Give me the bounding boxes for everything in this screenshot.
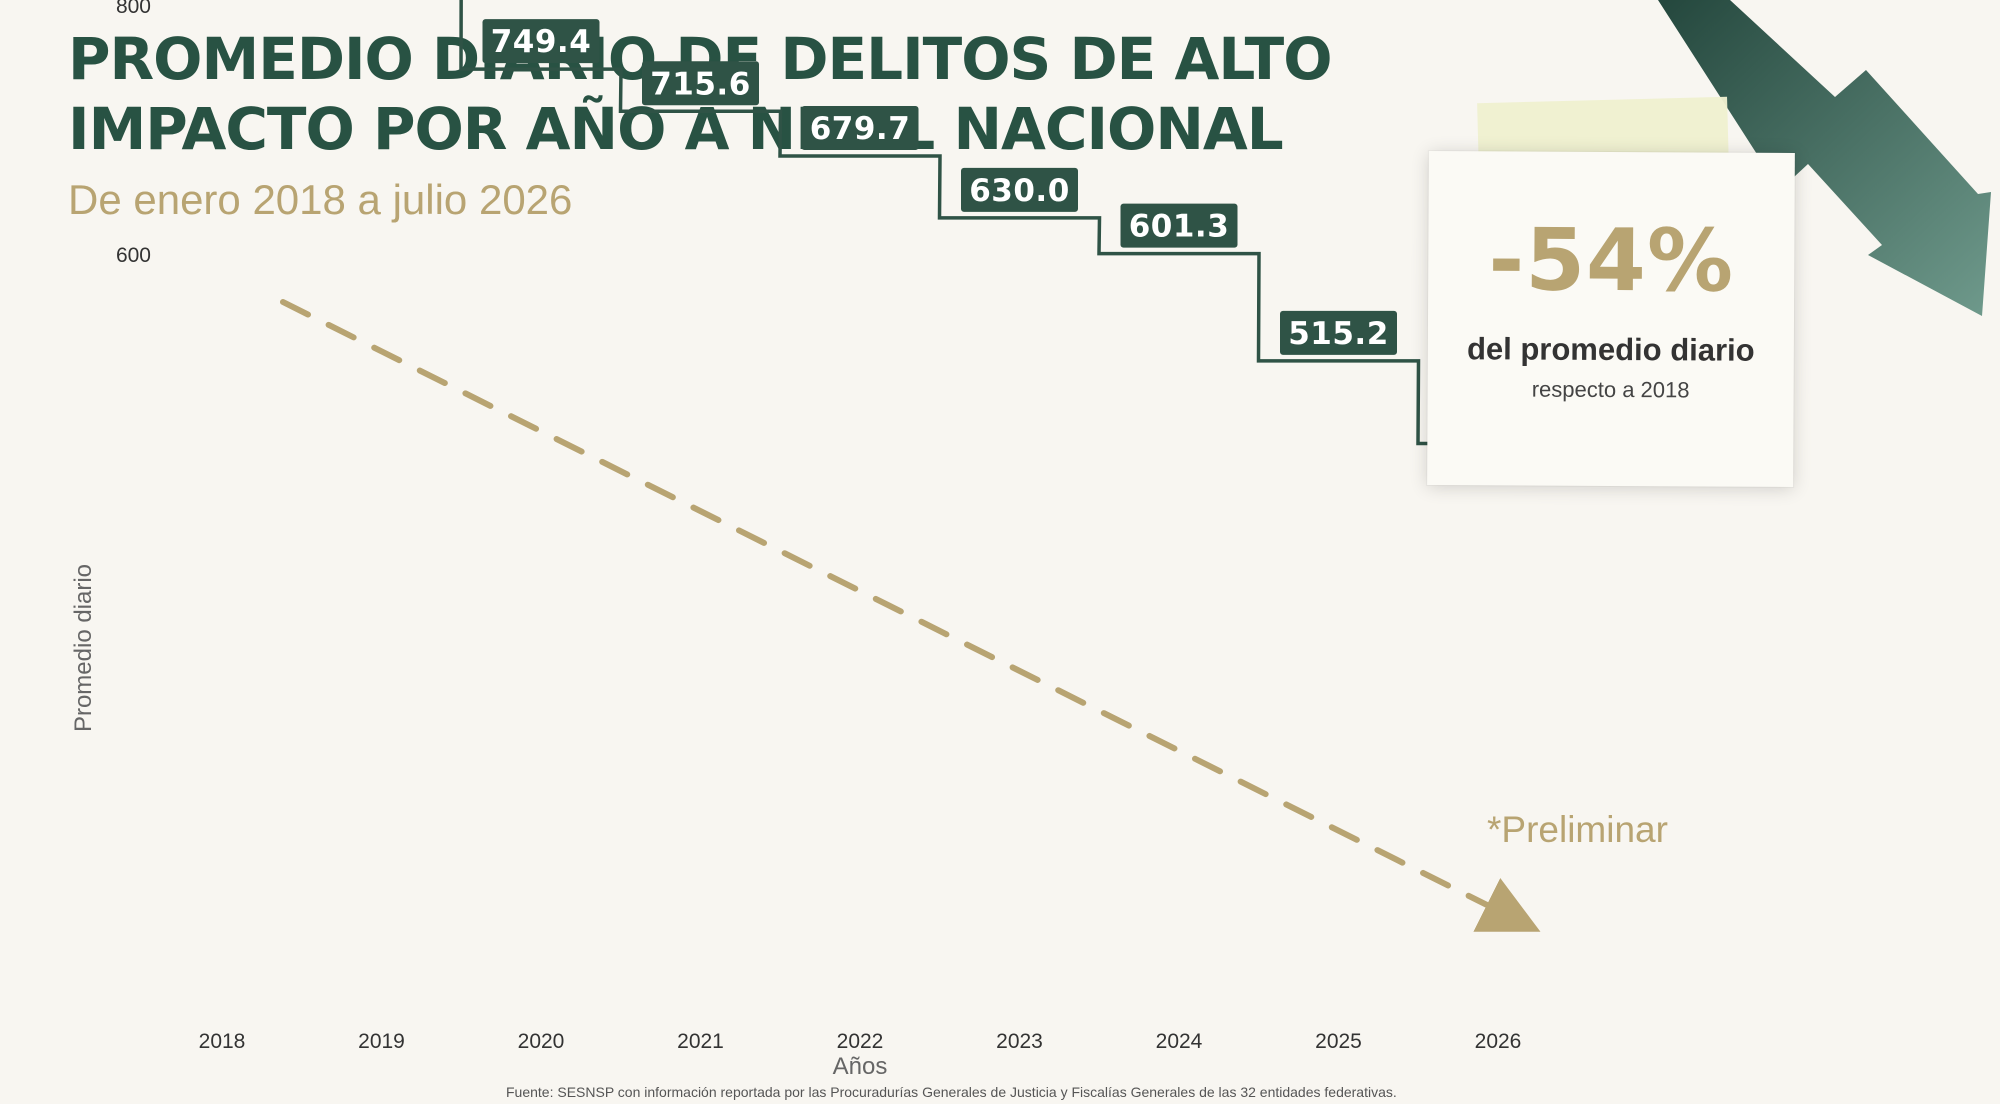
percent-change-reference: respecto a 2018 <box>1531 376 1690 403</box>
data-label-background <box>1120 203 1238 248</box>
x-axis-title: Años <box>833 1053 888 1080</box>
trend-line <box>280 299 1541 932</box>
source-note: Fuente: SESNSP con información reportada… <box>506 1084 1397 1100</box>
subtitle: De enero 2018 a julio 2026 <box>68 176 573 223</box>
x-tick-label: 2025 <box>1315 1030 1362 1053</box>
data-label-text: 630.0 <box>969 173 1070 209</box>
data-label-background <box>961 167 1078 212</box>
data-label-background <box>1280 310 1397 355</box>
preliminary-note: *Preliminar <box>1487 809 1668 850</box>
data-label-background <box>801 105 919 150</box>
y-tick-label: 600 <box>116 244 151 267</box>
title-line-2: IMPACTO POR AÑO A NIVEL NACIONAL <box>68 95 1284 163</box>
page-title: PROMEDIO DIARIO DE DELITOS DE ALTO IMPAC… <box>68 24 1368 164</box>
data-label-text: 749.4 <box>491 24 592 60</box>
x-tick-label: 2019 <box>358 1030 405 1053</box>
percent-change-label: del promedio diario <box>1466 331 1755 368</box>
data-label: 679.7 <box>801 105 919 150</box>
x-tick-label: 2023 <box>996 1030 1043 1053</box>
x-tick-label: 2024 <box>1156 1030 1203 1053</box>
value-labels: 969.4929.2749.4715.6679.7630.0601.3515.2… <box>482 19 1557 438</box>
x-tick-label: 2018 <box>199 1030 246 1053</box>
percent-change: -54% <box>1488 210 1735 312</box>
data-label: 601.3 <box>1120 203 1238 248</box>
y-axis: 6008001000Promedio diario <box>70 0 151 732</box>
x-tick-label: 2022 <box>837 1030 884 1053</box>
series-layer <box>280 0 1578 932</box>
data-label-text: 715.6 <box>650 66 751 102</box>
data-label: 630.0 <box>961 167 1078 212</box>
step-line-series <box>459 0 1578 446</box>
data-label-text: 679.7 <box>810 111 911 147</box>
data-label: 515.2 <box>1280 310 1397 355</box>
x-tick-label: 2021 <box>677 1030 724 1053</box>
y-axis-title: Promedio diario <box>70 564 97 732</box>
data-label: 749.4 <box>482 19 600 64</box>
y-tick-label: 800 <box>116 0 151 18</box>
data-label: 715.6 <box>642 61 759 106</box>
x-axis: 2018 2019 2020 2021 2022 2023 2024 2025 2026 Años <box>199 1030 1522 1080</box>
data-label-text: 601.3 <box>1129 209 1230 245</box>
data-label-background <box>482 19 600 64</box>
x-tick-label: 2026 <box>1475 1030 1522 1053</box>
x-tick-label: 2020 <box>518 1030 565 1053</box>
down-arrow-icon <box>1658 0 1991 316</box>
data-label-background <box>642 61 759 106</box>
data-label-text: 515.2 <box>1288 316 1389 352</box>
summary-card: -54% del promedio diario respecto a 2018 <box>1427 151 1795 487</box>
